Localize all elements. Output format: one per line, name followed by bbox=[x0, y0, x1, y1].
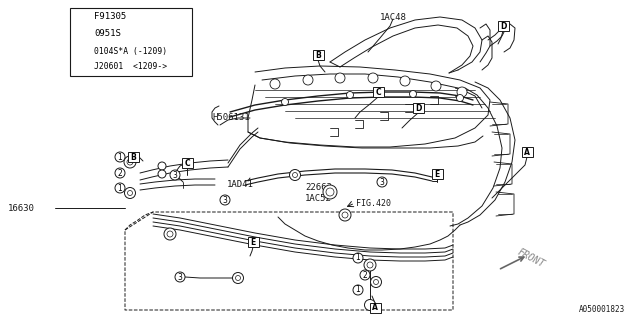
Text: 1: 1 bbox=[356, 253, 360, 262]
Text: 0951S: 0951S bbox=[94, 29, 121, 38]
Circle shape bbox=[457, 87, 467, 97]
Circle shape bbox=[282, 99, 289, 106]
Text: 1: 1 bbox=[356, 285, 360, 294]
Bar bbox=[312, 50, 323, 60]
Text: FIG.420: FIG.420 bbox=[356, 198, 391, 207]
Text: A050001823: A050001823 bbox=[579, 305, 625, 314]
Circle shape bbox=[158, 162, 166, 170]
Text: 0104S*A (-1209): 0104S*A (-1209) bbox=[94, 46, 167, 55]
Text: 3: 3 bbox=[380, 178, 385, 187]
Bar bbox=[182, 158, 193, 168]
Circle shape bbox=[365, 300, 376, 310]
Circle shape bbox=[292, 172, 298, 178]
Bar bbox=[522, 147, 532, 157]
Text: B: B bbox=[315, 51, 321, 60]
Bar bbox=[248, 237, 259, 247]
Circle shape bbox=[353, 253, 363, 263]
Circle shape bbox=[368, 73, 378, 83]
Text: 3: 3 bbox=[177, 273, 182, 282]
Circle shape bbox=[115, 183, 125, 193]
Circle shape bbox=[346, 92, 353, 99]
Circle shape bbox=[371, 276, 381, 287]
Circle shape bbox=[367, 262, 373, 268]
Circle shape bbox=[374, 279, 378, 284]
Circle shape bbox=[410, 91, 417, 98]
Text: D: D bbox=[500, 21, 506, 30]
Circle shape bbox=[303, 75, 313, 85]
Circle shape bbox=[232, 273, 243, 284]
Text: A: A bbox=[372, 303, 378, 313]
Circle shape bbox=[115, 152, 125, 162]
Circle shape bbox=[158, 170, 166, 178]
Circle shape bbox=[220, 195, 230, 205]
Text: 2: 2 bbox=[363, 270, 367, 279]
Bar bbox=[497, 21, 509, 31]
Text: B: B bbox=[130, 153, 136, 162]
Circle shape bbox=[175, 272, 185, 282]
Circle shape bbox=[326, 188, 334, 196]
Bar bbox=[431, 169, 442, 179]
Circle shape bbox=[127, 159, 133, 165]
Circle shape bbox=[339, 209, 351, 221]
Text: 1: 1 bbox=[118, 183, 122, 193]
Text: 3: 3 bbox=[77, 54, 83, 63]
Text: D: D bbox=[415, 103, 421, 113]
Bar bbox=[70, 8, 192, 76]
Text: 1AD41: 1AD41 bbox=[227, 180, 254, 188]
Circle shape bbox=[289, 170, 301, 180]
Text: E: E bbox=[435, 170, 440, 179]
Circle shape bbox=[353, 285, 363, 295]
Text: E: E bbox=[250, 237, 255, 246]
Text: F91305: F91305 bbox=[94, 12, 126, 21]
Circle shape bbox=[75, 12, 85, 21]
Text: 1AC52: 1AC52 bbox=[305, 194, 332, 203]
Circle shape bbox=[127, 190, 132, 196]
Circle shape bbox=[431, 81, 441, 91]
Circle shape bbox=[456, 94, 463, 101]
Text: 16630: 16630 bbox=[8, 204, 35, 212]
Text: 3: 3 bbox=[173, 171, 177, 180]
Circle shape bbox=[377, 177, 387, 187]
Circle shape bbox=[170, 170, 180, 180]
Circle shape bbox=[342, 212, 348, 218]
Circle shape bbox=[400, 76, 410, 86]
Text: FRONT: FRONT bbox=[516, 247, 547, 269]
Text: 1: 1 bbox=[118, 153, 122, 162]
Text: 2: 2 bbox=[118, 169, 122, 178]
Circle shape bbox=[323, 185, 337, 199]
Text: J20601  <1209->: J20601 <1209-> bbox=[94, 61, 167, 70]
Circle shape bbox=[75, 54, 85, 64]
Circle shape bbox=[115, 168, 125, 178]
Circle shape bbox=[124, 156, 136, 168]
Text: 2: 2 bbox=[77, 29, 83, 38]
Bar bbox=[127, 152, 138, 162]
Circle shape bbox=[270, 79, 280, 89]
Text: C: C bbox=[184, 158, 190, 167]
Text: 3: 3 bbox=[223, 196, 227, 204]
Circle shape bbox=[364, 259, 376, 271]
Circle shape bbox=[236, 276, 241, 281]
Circle shape bbox=[164, 228, 176, 240]
Text: 1AC48: 1AC48 bbox=[380, 13, 406, 22]
Circle shape bbox=[75, 28, 85, 38]
Circle shape bbox=[335, 73, 345, 83]
Text: 22663: 22663 bbox=[305, 182, 332, 191]
Bar bbox=[413, 103, 424, 113]
Circle shape bbox=[360, 270, 370, 280]
Text: 1: 1 bbox=[77, 12, 83, 21]
Text: H506131: H506131 bbox=[212, 113, 250, 122]
Bar bbox=[369, 303, 381, 313]
Text: C: C bbox=[375, 87, 381, 97]
Bar bbox=[372, 87, 383, 97]
Circle shape bbox=[125, 188, 136, 198]
Circle shape bbox=[167, 231, 173, 237]
Text: A: A bbox=[524, 148, 530, 156]
